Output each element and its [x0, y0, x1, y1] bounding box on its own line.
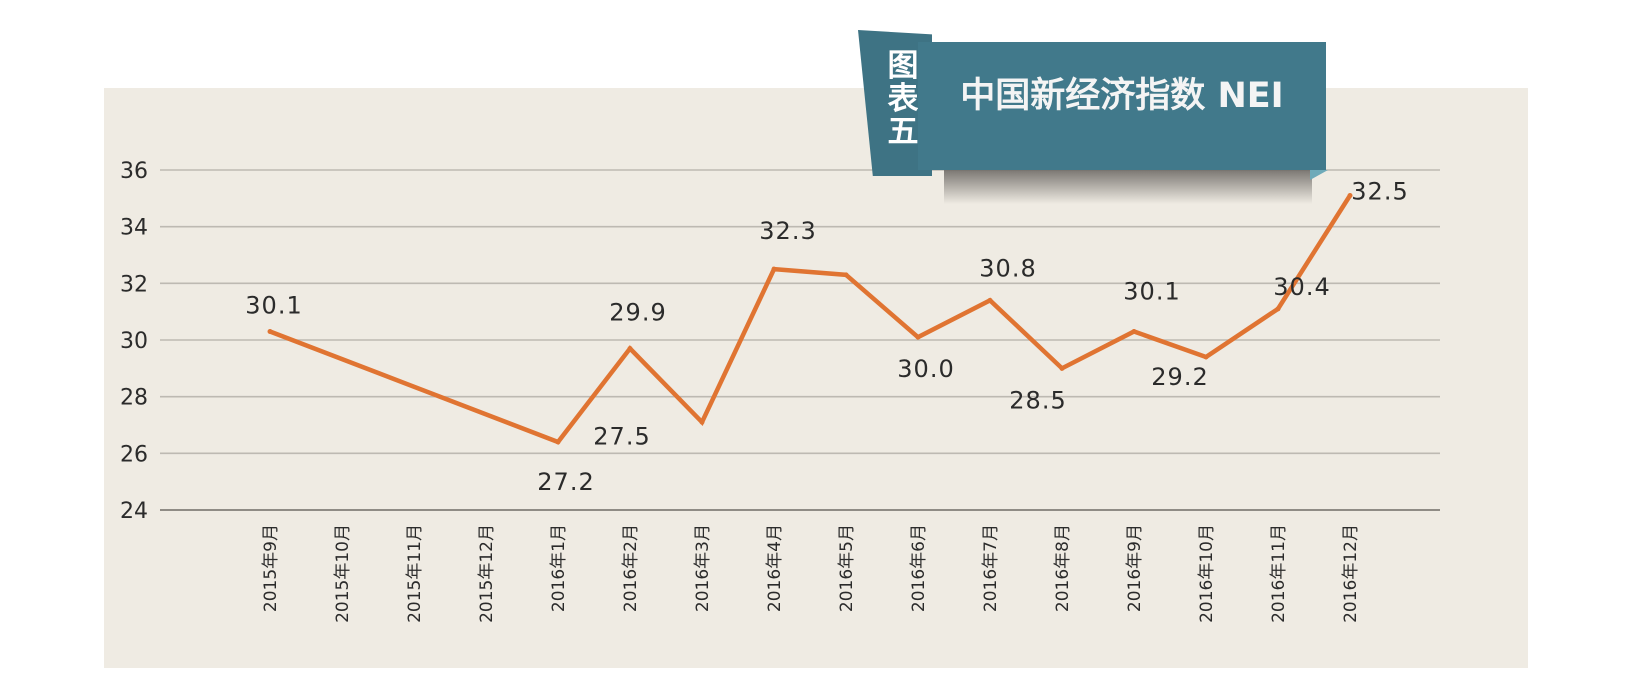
data-label: 32.3: [759, 217, 816, 245]
x-tick-label: 2016年6月: [909, 524, 929, 612]
data-point: [1275, 306, 1281, 312]
chart-title: 中国新经济指数 NEI: [960, 75, 1284, 116]
data-point: [843, 272, 849, 278]
data-point: [915, 334, 921, 340]
data-label: 27.2: [537, 468, 594, 496]
data-label: 32.5: [1351, 178, 1408, 206]
data-label: 30.8: [979, 254, 1036, 282]
x-tick-label: 2016年1月: [549, 524, 569, 612]
title-banner: [918, 42, 1326, 170]
x-tick-label: 2015年10月: [333, 524, 353, 623]
y-tick-label: 30: [120, 329, 148, 354]
y-tick-label: 34: [120, 216, 148, 241]
data-label: 27.5: [593, 423, 650, 451]
y-tick-label: 26: [120, 442, 148, 467]
x-tick-label: 2016年9月: [1125, 524, 1145, 612]
banner-shadow: [944, 166, 1312, 204]
banner-fold: [1310, 170, 1328, 180]
data-point: [771, 266, 777, 272]
y-tick-label: 28: [120, 386, 148, 411]
x-tick-label: 2016年11月: [1269, 524, 1289, 623]
x-tick-label: 2015年12月: [477, 524, 497, 623]
data-label: 30.1: [245, 292, 302, 320]
data-label: 30.1: [1123, 278, 1180, 306]
x-tick-label: 2016年3月: [693, 524, 713, 612]
x-tick-label: 2016年8月: [1053, 524, 1073, 612]
data-label: 28.5: [1009, 386, 1066, 414]
data-point: [267, 329, 273, 334]
data-point: [1131, 329, 1137, 334]
data-label: 30.4: [1273, 273, 1330, 301]
x-tick-label: 2015年11月: [405, 524, 425, 623]
x-tick-label: 2016年5月: [837, 524, 857, 612]
x-tick-label: 2016年4月: [765, 524, 785, 612]
data-point: [1059, 365, 1065, 371]
data-label: 29.9: [609, 299, 666, 327]
data-point: [627, 346, 633, 351]
y-tick-label: 32: [120, 272, 148, 297]
y-tick-label: 24: [120, 499, 148, 524]
x-tick-label: 2016年10月: [1197, 524, 1217, 623]
x-tick-label: 2016年2月: [621, 524, 641, 612]
nei-line-chart: 24 26 28 30 32 34 36 2015年9月 2015年10月 2015年11月 201…: [120, 159, 1440, 623]
x-tick-label: 2015年9月: [261, 524, 281, 612]
banner-tab-label: 图表五: [887, 48, 919, 150]
x-tick-label: 2016年7月: [981, 524, 1001, 612]
data-point: [699, 419, 705, 425]
data-point: [987, 297, 993, 303]
data-label: 30.0: [897, 355, 954, 383]
data-point: [1203, 354, 1209, 360]
data-label: 29.2: [1151, 363, 1208, 391]
data-point: [1347, 193, 1353, 198]
x-tick-label: 2016年12月: [1341, 524, 1361, 623]
y-tick-label: 36: [120, 159, 148, 184]
data-point: [555, 439, 561, 445]
